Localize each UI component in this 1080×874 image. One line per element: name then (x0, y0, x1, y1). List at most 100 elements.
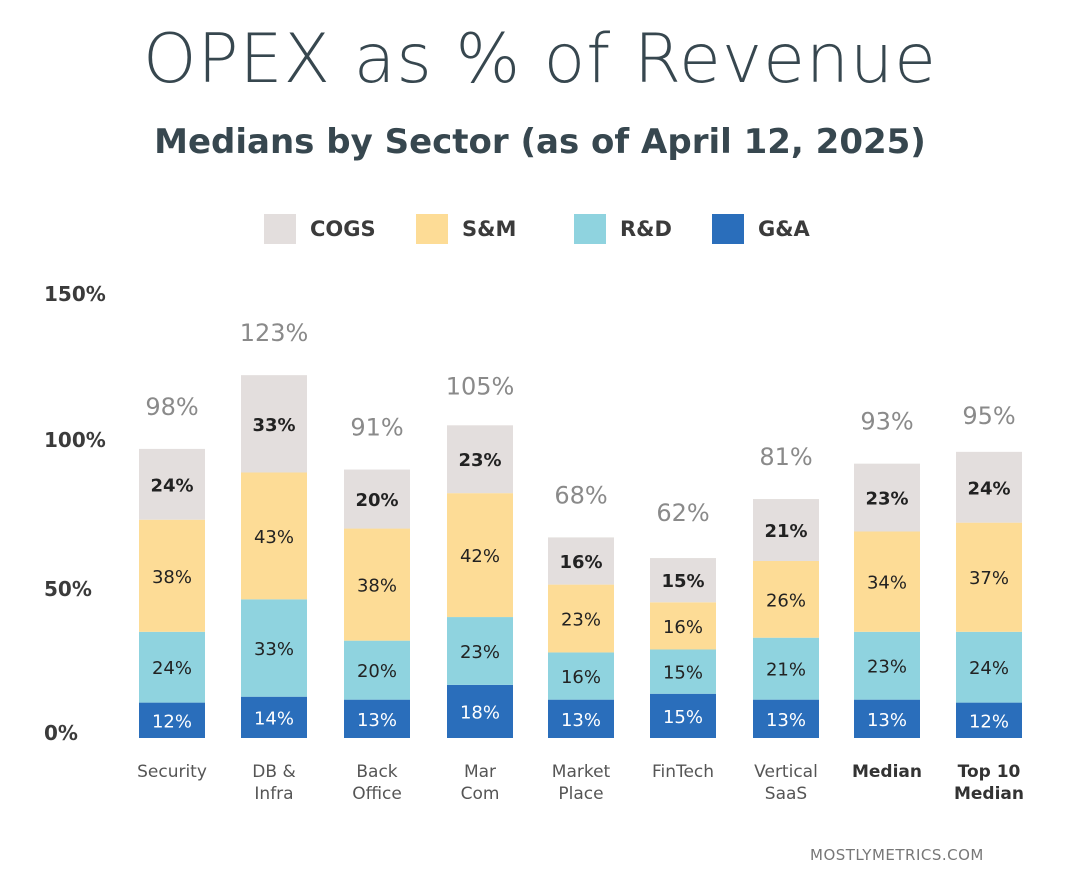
bar-segment-cogs (344, 469, 410, 529)
legend-swatch (574, 214, 606, 244)
y-tick-label: 100% (44, 428, 106, 452)
x-tick-label: Security (137, 762, 207, 782)
total-label: 62% (656, 499, 709, 527)
data-label: 12% (969, 711, 1009, 732)
y-tick-label: 0% (44, 721, 78, 745)
legend-label: R&D (620, 217, 672, 241)
x-tick-label: Vertical (754, 762, 818, 782)
legend-item-sm: S&M (416, 214, 516, 244)
bar-segment-sm (344, 528, 410, 641)
data-label: 20% (357, 661, 397, 682)
bar-segment-cogs (650, 558, 716, 603)
data-label: 13% (766, 710, 806, 731)
legend-label: S&M (462, 217, 517, 241)
bar-segment-cogs (854, 463, 920, 532)
total-label: 81% (759, 443, 812, 471)
data-label: 23% (458, 450, 501, 471)
x-tick-label: Market (552, 762, 611, 782)
x-tick-label: Place (558, 784, 603, 804)
bar-segment-sm (650, 602, 716, 650)
bar-segment-sm (447, 493, 513, 618)
x-tick-label: Infra (254, 784, 293, 804)
data-label: 24% (967, 478, 1010, 499)
data-label: 16% (561, 667, 601, 688)
data-label: 15% (663, 707, 703, 728)
bar-segment-ga (548, 699, 614, 738)
data-label: 24% (969, 658, 1009, 679)
bar-segment-rd (139, 631, 205, 703)
bar-segment-cogs (753, 499, 819, 561)
x-tick-label: Office (352, 784, 402, 804)
x-tick-label: Com (461, 784, 500, 804)
data-label: 12% (152, 711, 192, 732)
bar-segment-rd (548, 652, 614, 700)
data-label: 38% (152, 567, 192, 588)
bar-segment-sm (139, 519, 205, 632)
x-tick-label: FinTech (652, 762, 714, 782)
total-label: 105% (446, 372, 515, 400)
bar-segment-ga (650, 693, 716, 738)
data-label: 14% (254, 708, 294, 729)
bar-segment-rd (650, 649, 716, 694)
total-label: 93% (860, 408, 913, 436)
data-label: 16% (559, 552, 602, 573)
data-label: 23% (867, 657, 907, 678)
x-tick-label: Mar (464, 762, 496, 782)
x-tick-label: DB & (252, 762, 295, 782)
y-tick-label: 150% (44, 282, 106, 306)
bar-segment-ga (241, 696, 307, 738)
bar-segment-sm (956, 522, 1022, 632)
chart-subtitle: Medians by Sector (as of April 12, 2025) (154, 122, 926, 162)
data-label: 23% (865, 489, 908, 510)
data-label: 33% (254, 639, 294, 660)
data-label: 13% (561, 710, 601, 731)
x-tick-label: Median (852, 762, 922, 782)
data-label: 33% (252, 415, 295, 436)
data-label: 23% (561, 610, 601, 631)
legend-swatch (416, 214, 448, 244)
data-label: 34% (867, 573, 907, 594)
legend-item-rd: R&D (574, 214, 672, 244)
bar-segment-ga (753, 699, 819, 738)
data-label: 21% (764, 521, 807, 542)
total-label: 68% (554, 481, 607, 509)
bar-segment-rd (753, 637, 819, 700)
bar-segment-cogs (548, 537, 614, 585)
bar-segment-sm (241, 472, 307, 600)
legend-item-ga: G&A (712, 214, 810, 244)
total-label: 123% (240, 319, 309, 347)
data-label: 20% (355, 490, 398, 511)
bar-segment-sm (753, 561, 819, 638)
bar-segment-ga (139, 702, 205, 738)
data-label: 26% (766, 590, 806, 611)
data-label: 43% (254, 527, 294, 548)
data-label: 13% (867, 710, 907, 731)
data-label: 37% (969, 568, 1009, 589)
data-label: 24% (152, 658, 192, 679)
bar-segment-rd (956, 631, 1022, 703)
bar-segment-cogs (956, 451, 1022, 523)
bar-segment-rd (344, 640, 410, 700)
bar-segment-sm (854, 531, 920, 632)
bar-segment-cogs (447, 425, 513, 494)
bar-segment-ga (447, 684, 513, 738)
data-label: 42% (460, 546, 500, 567)
bar-segment-ga (344, 699, 410, 738)
bar-segment-rd (447, 617, 513, 685)
y-tick-label: 50% (44, 577, 92, 601)
data-label: 38% (357, 576, 397, 597)
data-label: 21% (766, 660, 806, 681)
bar-segment-cogs (241, 375, 307, 473)
bar-segment-sm (548, 584, 614, 653)
legend-swatch (712, 214, 744, 244)
data-label: 16% (663, 617, 703, 638)
bar-segment-cogs (139, 448, 205, 520)
total-label: 91% (350, 414, 403, 442)
bar-segment-ga (956, 702, 1022, 738)
legend-label: G&A (758, 217, 810, 241)
x-tick-label: Median (954, 784, 1024, 804)
data-label: 23% (460, 642, 500, 663)
data-label: 18% (460, 702, 500, 723)
